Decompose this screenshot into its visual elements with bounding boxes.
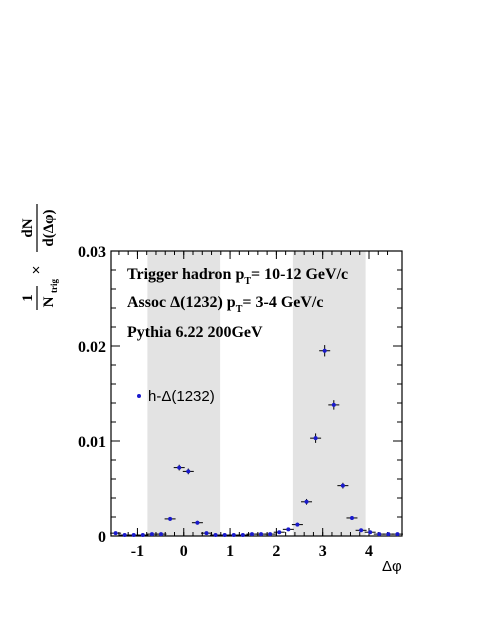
data-point — [164, 516, 176, 521]
data-point — [346, 515, 358, 520]
data-point — [337, 482, 349, 489]
data-point — [328, 400, 340, 410]
data-point — [291, 522, 303, 527]
x-axis-label: Δφ — [382, 558, 402, 575]
data-point — [301, 498, 313, 505]
y-axis-label: 1 N trig × dN d(Δφ) — [20, 204, 59, 310]
data-point — [200, 531, 212, 536]
legend-marker — [137, 394, 141, 398]
annotation-assoc: Assoc Δ(1232) pT= 3-4 GeV/c — [127, 294, 323, 315]
legend: h-Δ(1232) — [137, 388, 215, 405]
x-tick-label: 4 — [365, 543, 373, 560]
data-point — [237, 533, 249, 538]
svg-text:Pythia 6.22 200GeV: Pythia 6.22 200GeV — [127, 324, 263, 341]
y-label-den: d(Δφ) — [41, 209, 57, 246]
annotation-trigger: Trigger hadron pT= 10-12 GeV/c — [127, 266, 348, 287]
data-point — [264, 532, 276, 537]
y-label-times: × — [28, 266, 45, 275]
svg-text:Trigger hadron pT= 10-12 GeV/c: Trigger hadron pT= 10-12 GeV/c — [127, 266, 348, 287]
data-point — [273, 530, 285, 535]
annotation-generator: Pythia 6.22 200GeV — [127, 324, 263, 341]
x-tick-label: 2 — [272, 543, 280, 560]
y-label-prefix-den-sub: trig — [49, 279, 59, 293]
data-point — [310, 433, 322, 443]
axis-ticks: -1 0 1 2 3 4 0 0.01 0.02 0.03 — [78, 244, 402, 560]
y-label-num: dN — [20, 218, 36, 237]
shaded-region-1 — [292, 251, 366, 536]
x-tick-label: 3 — [319, 543, 327, 560]
y-tick-label: 0.03 — [78, 244, 106, 261]
data-point — [182, 468, 194, 475]
data-point — [173, 464, 185, 471]
x-tick-label: -1 — [131, 543, 144, 560]
x-tick-label: 1 — [226, 543, 234, 560]
data-point — [355, 528, 367, 533]
y-label-prefix-den: N — [41, 296, 57, 307]
plot-frame — [110, 250, 403, 537]
y-tick-label: 0 — [98, 529, 106, 546]
x-tick-label: 0 — [180, 543, 188, 560]
svg-text:Assoc Δ(1232) pT= 3-4 GeV/c: Assoc Δ(1232) pT= 3-4 GeV/c — [127, 294, 323, 315]
data-point — [364, 530, 376, 535]
data-point — [391, 532, 403, 537]
shaded-region-0 — [147, 251, 221, 536]
legend-label: h-Δ(1232) — [148, 388, 215, 405]
shaded-regions — [147, 251, 366, 536]
data-point — [319, 345, 331, 357]
data-points — [110, 345, 403, 538]
data-point — [191, 520, 203, 525]
data-point — [110, 531, 122, 536]
y-label-prefix-num: 1 — [20, 294, 36, 302]
data-point — [282, 527, 294, 532]
y-tick-label: 0.01 — [78, 434, 106, 451]
data-point — [155, 532, 167, 537]
y-tick-label: 0.02 — [78, 339, 106, 356]
data-point — [137, 533, 149, 538]
